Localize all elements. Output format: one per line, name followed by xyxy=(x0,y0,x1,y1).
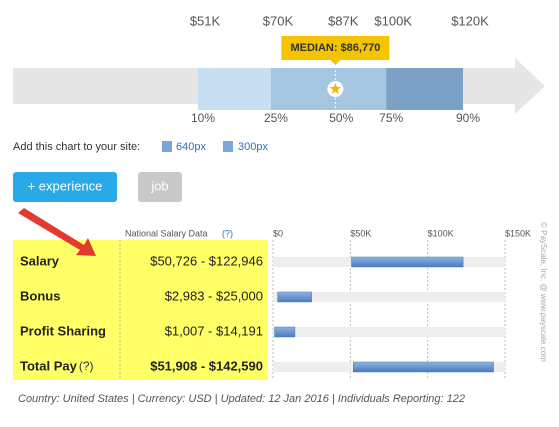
band xyxy=(198,68,271,110)
help: (?) xyxy=(79,359,94,373)
salary-tick: $70K xyxy=(263,13,294,28)
band xyxy=(386,68,463,110)
x-tick-label: $50K xyxy=(350,228,371,238)
salary-tick: $51K xyxy=(190,13,221,28)
row-range: $1,007 - $14,191 xyxy=(165,323,263,338)
bar-track xyxy=(273,292,505,302)
highlight xyxy=(13,240,268,380)
salary-tick: $87K xyxy=(328,13,359,28)
button-label: + experience xyxy=(28,178,103,193)
bar-track xyxy=(273,327,505,337)
button[interactable] xyxy=(13,172,117,202)
link[interactable]: 640px xyxy=(176,141,206,153)
x-tick-label: $100K xyxy=(428,228,454,238)
icon xyxy=(162,141,172,152)
percentile-label: 50% xyxy=(329,111,353,125)
x-tick-label: $0 xyxy=(273,228,283,238)
table-header: National Salary Data xyxy=(125,228,208,238)
row-name: Profit Sharing xyxy=(20,323,106,338)
median-box xyxy=(281,36,390,60)
row-range: $50,726 - $122,946 xyxy=(150,253,263,268)
footer: Country: United States | Currency: USD |… xyxy=(18,393,465,405)
row-range: $2,983 - $25,000 xyxy=(165,288,263,303)
icon xyxy=(223,141,233,152)
row-name: Bonus xyxy=(20,288,60,303)
salary-tick: $120K xyxy=(451,13,489,28)
button-label: job xyxy=(150,178,168,193)
row-name: Total Pay xyxy=(20,358,78,373)
x-tick-label: $150K xyxy=(505,228,531,238)
help[interactable]: (?) xyxy=(222,228,233,238)
link[interactable]: 300px xyxy=(238,141,268,153)
range-bar xyxy=(353,361,494,373)
range-bar xyxy=(351,256,464,268)
percentile-label: 10% xyxy=(191,111,215,125)
percentile-label: 75% xyxy=(379,111,403,125)
embed-text: Add this chart to your site: xyxy=(13,141,140,153)
percentile-label: 90% xyxy=(456,111,480,125)
percentile-label: 25% xyxy=(264,111,288,125)
salary-tick: $100K xyxy=(374,13,412,28)
row-name: Salary xyxy=(20,253,60,268)
range-bar xyxy=(274,326,296,338)
median-pointer xyxy=(330,60,341,65)
button[interactable] xyxy=(138,172,182,202)
star xyxy=(329,83,342,94)
range-bar xyxy=(277,291,312,303)
row-range: $51,908 - $142,590 xyxy=(150,358,263,373)
median-label: MEDIAN: $86,770 xyxy=(290,42,380,54)
red-arrow xyxy=(18,208,96,256)
watermark: © PayScale, Inc. @ www.payscale.com xyxy=(539,222,548,362)
